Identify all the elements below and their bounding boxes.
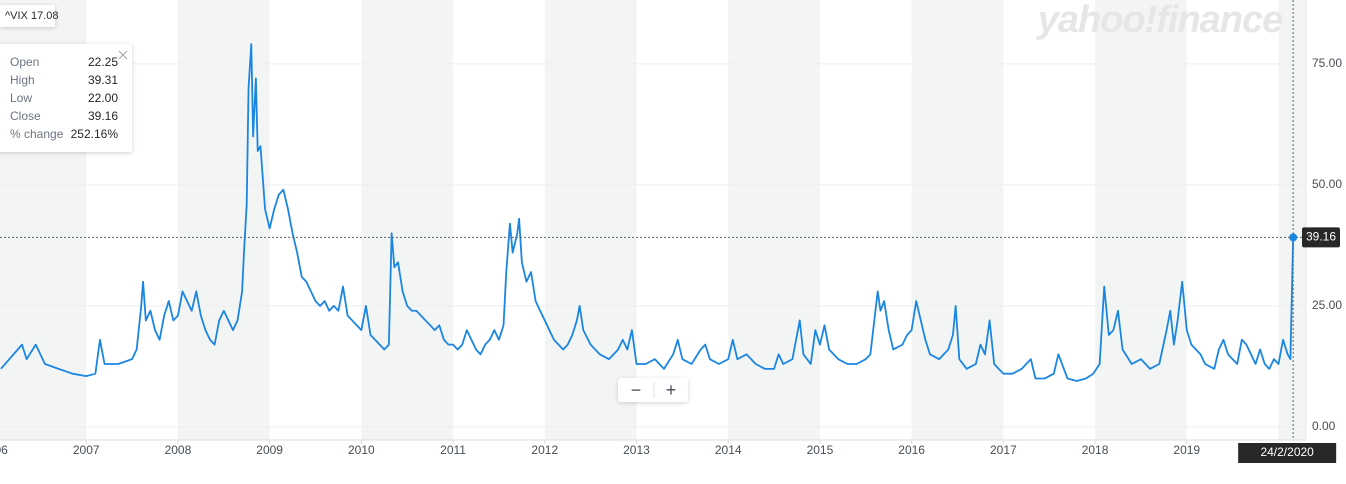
- year-band: [1278, 0, 1306, 440]
- date-label: 24/2/2020: [1260, 445, 1314, 459]
- tooltip-value: 39.16: [88, 109, 118, 123]
- price-line: [0, 43, 1295, 382]
- zoom-button[interactable]: −: [631, 380, 642, 400]
- zoom-button[interactable]: +: [666, 380, 677, 400]
- watermark: yahoo!finance: [1036, 0, 1283, 41]
- x-tick-label: 2014: [715, 443, 742, 457]
- series: [0, 43, 1295, 382]
- tooltip-label: Low: [10, 91, 32, 105]
- symbol-label-box: ^VIX 17.08: [0, 5, 58, 27]
- x-tick-label: 2013: [623, 443, 650, 457]
- zoom-bg: [618, 378, 688, 402]
- x-tick-label: 2015: [807, 443, 834, 457]
- year-band: [177, 0, 270, 440]
- tooltip-bg: [0, 44, 132, 152]
- tooltip-label: Open: [10, 55, 39, 69]
- crosshair: 39.16 24/2/2020: [0, 0, 1340, 463]
- tooltip-value: 39.31: [88, 73, 118, 87]
- x-tick-label: 2019: [1173, 443, 1200, 457]
- x-tick-label: 2011: [440, 443, 466, 457]
- tooltip-value: 22.25: [88, 55, 118, 69]
- date-label-bg: [1238, 443, 1337, 463]
- tooltip-label: High: [10, 73, 35, 87]
- x-tick-label: 2016: [898, 443, 925, 457]
- zoom-controls: − +: [618, 378, 688, 402]
- year-band: [911, 0, 1004, 440]
- x-tick-label: 2012: [531, 443, 558, 457]
- ticks: 0.00 25.00 50.00 75.00 2006 2007 2008 2009 2010 2…: [0, 56, 1342, 457]
- year-band: [1095, 0, 1187, 440]
- background-bands: [0, 0, 1306, 440]
- y-tick-label: 75.00: [1312, 56, 1342, 70]
- year-band: [361, 0, 454, 440]
- year-band: [728, 0, 820, 440]
- y-tick-label: 50.00: [1312, 177, 1342, 191]
- tooltip: Open 22.25 High 39.31 Low 22.00 Close 39.16 % ch…: [0, 44, 132, 152]
- x-tick-label: 2008: [165, 443, 192, 457]
- x-tick-label: 2006: [0, 443, 8, 457]
- price-label-bg: [1302, 227, 1340, 248]
- tooltip-value: 252.16%: [71, 127, 119, 141]
- symbol-label-bg: [0, 5, 55, 27]
- price-label: 39.16: [1306, 230, 1336, 244]
- x-tick-label: 2018: [1082, 443, 1109, 457]
- x-tick-label: 2009: [256, 443, 283, 457]
- y-tick-label: 0.00: [1312, 419, 1336, 433]
- grid: [0, 63, 1306, 428]
- x-tick-label: 2007: [73, 443, 100, 457]
- symbol-label: ^VIX 17.08: [5, 10, 58, 22]
- y-tick-label: 25.00: [1312, 298, 1342, 312]
- close-icon[interactable]: [118, 50, 128, 60]
- crosshair-point: [1289, 233, 1298, 242]
- tooltip-label: Close: [10, 109, 41, 123]
- x-tick-label: 2010: [348, 443, 375, 457]
- year-band: [544, 0, 637, 440]
- tooltip-value: 22.00: [88, 91, 118, 105]
- x-tick-label: 2017: [990, 443, 1017, 457]
- close-stroke: [118, 50, 128, 60]
- tooltip-label: % change: [10, 127, 64, 141]
